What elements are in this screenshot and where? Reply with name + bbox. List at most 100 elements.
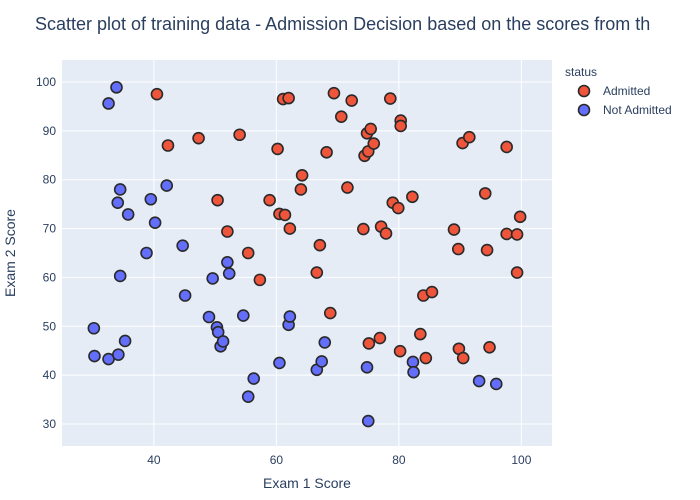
data-point	[278, 208, 292, 222]
data-point	[406, 355, 420, 369]
legend-marker	[577, 84, 591, 98]
data-point	[510, 228, 524, 241]
data-point	[373, 331, 387, 345]
x-axis-ticks: 40 60 80 100	[147, 453, 532, 467]
data-point	[221, 255, 234, 269]
data-point	[327, 86, 341, 100]
data-point	[383, 92, 397, 105]
legend: status Admitted Not Admitted	[565, 65, 672, 117]
data-point	[140, 246, 153, 260]
legend-label: Not Admitted	[603, 103, 672, 117]
legend-marker	[577, 103, 591, 117]
data-point	[113, 269, 127, 283]
data-point	[489, 377, 503, 391]
data-point	[500, 227, 513, 241]
legend-label: Admitted	[603, 84, 650, 98]
data-point	[407, 365, 420, 379]
series-admitted	[150, 86, 527, 365]
data-point	[283, 222, 297, 235]
data-point	[341, 181, 354, 194]
data-point	[112, 348, 125, 361]
data-point	[247, 372, 261, 385]
data-point	[393, 344, 407, 358]
data-point	[237, 309, 250, 322]
series-not-admitted	[87, 81, 503, 428]
data-point	[253, 273, 267, 287]
data-point	[221, 225, 234, 238]
y-tick-label: 100	[36, 75, 56, 89]
legend-item[interactable]: Not Admitted	[577, 103, 672, 117]
data-point	[295, 169, 309, 182]
chart-title: Scatter plot of training data - Admissio…	[35, 14, 650, 34]
data-point	[178, 289, 192, 302]
x-tick-label: 80	[392, 453, 406, 467]
data-point	[222, 267, 236, 280]
data-point	[451, 242, 465, 256]
data-point	[315, 355, 329, 368]
data-point	[367, 137, 381, 150]
data-point	[323, 306, 337, 320]
data-point	[456, 351, 470, 365]
y-tick-label: 60	[43, 270, 57, 284]
data-point	[150, 87, 164, 101]
data-point	[463, 130, 476, 144]
data-point	[361, 414, 375, 428]
data-point	[233, 128, 246, 142]
legend-item[interactable]: Admitted	[577, 84, 651, 98]
data-point	[273, 356, 286, 370]
x-axis-title: Exam 1 Score	[263, 475, 351, 491]
data-point	[391, 201, 405, 215]
data-point	[121, 208, 135, 221]
y-tick-label: 70	[43, 222, 57, 236]
data-point	[113, 183, 127, 196]
data-point	[87, 321, 101, 335]
data-point	[318, 336, 332, 349]
data-point	[216, 335, 230, 348]
data-point	[118, 334, 132, 348]
data-point	[510, 266, 524, 279]
data-point	[362, 337, 376, 350]
data-point	[500, 140, 513, 154]
plot-area	[62, 60, 552, 446]
data-point	[176, 239, 189, 252]
data-point	[364, 122, 378, 136]
data-point	[513, 210, 527, 224]
y-tick-label: 80	[43, 173, 57, 187]
data-point	[357, 222, 370, 236]
x-tick-label: 100	[511, 453, 531, 467]
data-point	[294, 183, 308, 196]
data-point	[334, 110, 348, 123]
data-point	[271, 142, 284, 156]
data-point	[478, 187, 492, 200]
data-point	[283, 310, 297, 323]
data-point	[313, 238, 327, 252]
y-tick-label: 50	[43, 319, 57, 333]
data-point	[320, 146, 333, 159]
x-tick-label: 40	[147, 453, 161, 467]
data-point	[345, 94, 359, 107]
data-point	[160, 179, 174, 192]
data-point	[202, 310, 216, 324]
data-point	[394, 119, 408, 133]
data-point	[263, 193, 276, 207]
data-point	[480, 243, 494, 257]
y-tick-label: 40	[43, 368, 57, 382]
data-point	[472, 374, 486, 388]
data-point	[425, 285, 439, 299]
y-axis-title: Exam 2 Score	[2, 209, 18, 297]
data-point	[144, 192, 158, 206]
data-point	[211, 193, 224, 207]
x-tick-label: 60	[270, 453, 284, 467]
data-point	[282, 91, 295, 105]
data-point	[102, 97, 115, 110]
data-point	[360, 361, 374, 374]
data-point	[161, 139, 175, 152]
data-point	[110, 81, 123, 94]
y-axis-ticks: 30 40 50 60 70 80 90 100	[36, 75, 56, 431]
data-point	[111, 196, 125, 209]
data-point	[310, 266, 324, 279]
y-tick-label: 90	[43, 124, 57, 138]
data-point	[206, 272, 219, 285]
data-point	[379, 227, 393, 240]
